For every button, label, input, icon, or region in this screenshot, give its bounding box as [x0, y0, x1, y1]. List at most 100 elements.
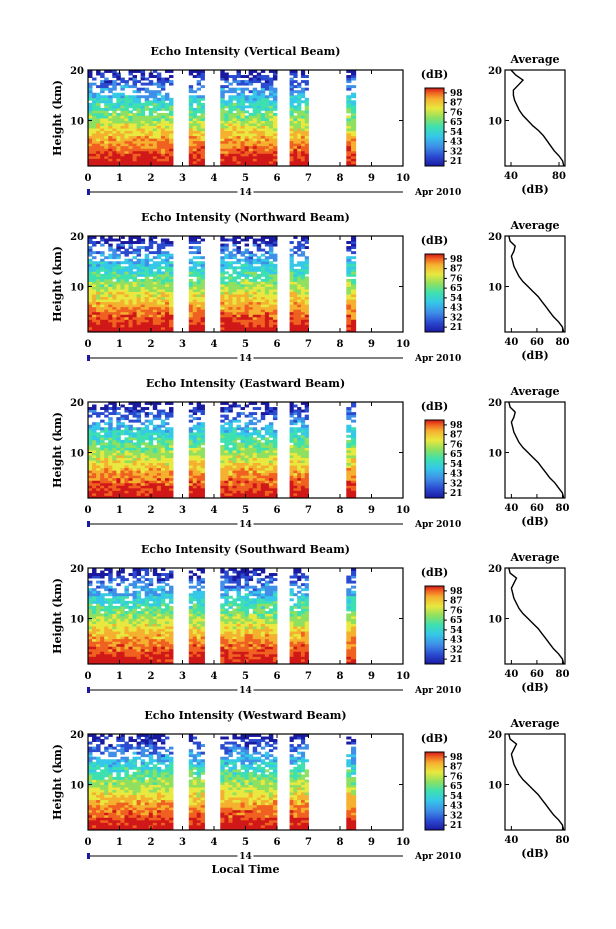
heatmap-cell [132, 482, 137, 486]
heatmap-cell [136, 653, 142, 657]
heatmap-cell [289, 495, 294, 499]
heatmap-cell [293, 326, 298, 330]
heatmap-cell [152, 658, 158, 662]
x-tick-label: 5 [242, 173, 249, 184]
heatmap-cell [112, 412, 117, 416]
heatmap-cell [297, 268, 302, 272]
heatmap-cell [304, 118, 309, 121]
heatmap-cell [244, 444, 250, 448]
heatmap-cell [120, 246, 125, 250]
heatmap-cell [264, 442, 270, 446]
heatmap-cell [96, 434, 101, 438]
heatmap-cell [188, 427, 194, 431]
heatmap-cell [293, 105, 298, 109]
heatmap-cell [132, 281, 137, 285]
heatmap-cell [104, 284, 109, 287]
heatmap-cell [116, 286, 121, 290]
heatmap-cell [144, 128, 150, 132]
heatmap-cell [136, 95, 142, 99]
heatmap-cell [120, 404, 125, 408]
heatmap-cell [188, 128, 194, 132]
heatmap-cell [88, 470, 93, 474]
heatmap-cell [300, 143, 306, 147]
heatmap-cell [116, 633, 121, 637]
heatmap-cell [248, 437, 254, 441]
heatmap-cell [240, 123, 245, 126]
heatmap-cell [272, 462, 278, 466]
heatmap-cell [346, 301, 352, 305]
heatmap-cell [92, 319, 97, 323]
heatmap-cell [346, 163, 352, 167]
heatmap-cell [88, 460, 93, 464]
x-tick-label: 0 [85, 173, 92, 184]
heatmap-cell [224, 324, 229, 328]
heatmap-cell [232, 284, 237, 287]
heatmap-cell [156, 306, 162, 310]
heatmap-cell [120, 636, 125, 640]
heatmap-cell [116, 472, 121, 476]
heatmap-cell [264, 482, 270, 486]
heatmap-cell [224, 470, 229, 474]
heatmap-cell [152, 266, 158, 270]
heatmap-cell [152, 294, 158, 298]
heatmap-cell [104, 434, 109, 438]
heatmap-cell [240, 304, 245, 308]
heatmap-cell [196, 424, 202, 428]
heatmap-cell [128, 125, 133, 129]
heatmap-cell [244, 128, 250, 132]
heatmap-cell [100, 472, 105, 476]
heatmap-cell [148, 641, 154, 645]
heatmap-cell [192, 75, 198, 78]
heatmap-cell [108, 326, 113, 330]
heatmap-cell [346, 470, 352, 474]
heatmap-cell [268, 299, 274, 303]
heatmap-cell [224, 289, 229, 292]
heatmap-cell [160, 495, 166, 499]
heatmap-cell [128, 656, 133, 660]
heatmap-cell [224, 261, 229, 265]
heatmap-cell [297, 457, 302, 461]
x-tick-label: 10 [396, 339, 410, 350]
heatmap-cell [268, 452, 274, 456]
heatmap-cell [200, 143, 205, 147]
heatmap-cell [232, 429, 237, 433]
heatmap-cell [236, 299, 241, 303]
heatmap-cell [351, 128, 357, 132]
heatmap-cell [188, 304, 194, 308]
heatmap-cell [228, 321, 233, 325]
heatmap-cell [144, 455, 150, 458]
heatmap-cell [92, 475, 97, 479]
heatmap-cell [156, 251, 162, 255]
heatmap-cell [169, 80, 174, 84]
heatmap-cell [297, 97, 302, 101]
heatmap-cell [128, 238, 133, 242]
heatmap-cell [104, 467, 109, 471]
heatmap-cell [346, 100, 352, 104]
heatmap-cell [148, 135, 154, 139]
heatmap-cell [88, 648, 93, 652]
heatmap-cell [297, 475, 302, 479]
heatmap-cell [160, 475, 166, 479]
heatmap-cell [160, 153, 166, 157]
heatmap-cell [108, 306, 113, 310]
heatmap-cell [289, 475, 294, 479]
heatmap-cell [112, 253, 117, 257]
heatmap-cell [256, 143, 262, 147]
heatmap-cell [252, 432, 258, 436]
heatmap-cell [346, 135, 352, 139]
heatmap-cell [256, 490, 262, 494]
heatmap-cell [120, 646, 125, 650]
heatmap-cell [252, 457, 258, 461]
heatmap-cell [300, 485, 306, 489]
heatmap-cell [232, 316, 237, 320]
heatmap-cell [92, 143, 97, 147]
heatmap-cell [248, 309, 254, 313]
heatmap-cell [228, 455, 233, 458]
heatmap-cell [96, 266, 101, 270]
heatmap-cell [192, 475, 198, 479]
heatmap-cell [256, 90, 262, 94]
heatmap-cell [220, 145, 225, 149]
heatmap-cell [140, 77, 146, 81]
heatmap-cell [293, 133, 298, 137]
heatmap-cell [252, 402, 258, 405]
